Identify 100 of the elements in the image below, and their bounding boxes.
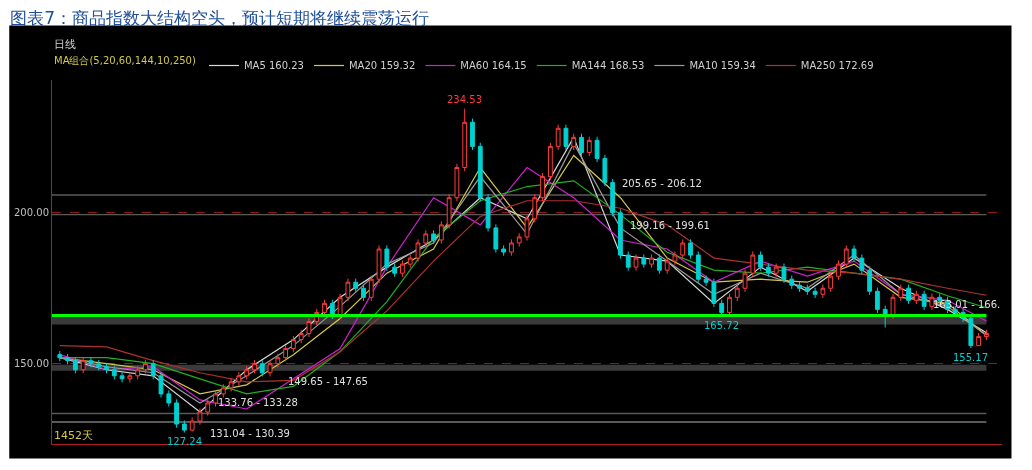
candlestick <box>586 136 592 157</box>
candlestick <box>890 293 896 320</box>
candlestick <box>244 365 250 380</box>
candlestick <box>625 250 631 272</box>
candlestick <box>477 142 483 202</box>
candlestick <box>150 359 156 380</box>
candlestick <box>758 250 764 272</box>
legend-label: MA250 172.69 <box>800 60 874 72</box>
candlestick <box>127 371 133 383</box>
candlestick <box>913 290 919 305</box>
candlestick <box>875 287 880 314</box>
candlestick <box>828 272 834 293</box>
candlestick <box>547 142 553 181</box>
candlestick <box>337 293 343 320</box>
candlestick <box>765 263 771 278</box>
candlestick <box>898 284 904 302</box>
candlestick <box>555 124 561 151</box>
chart-subtitle: 日线 <box>54 38 76 51</box>
candlestick <box>719 299 725 317</box>
candlestick <box>236 371 242 386</box>
candlestick <box>571 133 577 151</box>
legend-title: MA组合(5,20,60,144,10,250) <box>54 55 196 66</box>
candlestick <box>703 275 709 287</box>
candlestick <box>423 229 429 248</box>
candlestick <box>353 278 359 293</box>
candlestick <box>197 407 203 426</box>
candlestick <box>80 356 86 374</box>
candlestick <box>906 284 911 305</box>
candlestick <box>781 263 787 284</box>
candlestick <box>812 287 818 299</box>
candlestick <box>711 278 717 308</box>
candlestick <box>470 118 475 151</box>
candlestick <box>119 371 125 383</box>
y-tick-label: 200.00 <box>14 207 49 219</box>
candlestick <box>384 244 390 272</box>
candlestick <box>88 356 94 368</box>
candlestick <box>509 238 514 257</box>
candlestick <box>361 284 366 302</box>
legend-label: MA60 164.15 <box>460 60 527 72</box>
candlestick <box>275 353 281 368</box>
candlestick <box>859 253 865 275</box>
candlestick <box>602 154 608 187</box>
candlestick <box>181 419 187 433</box>
y-tick-label: 150.00 <box>14 358 49 370</box>
candlestick <box>189 416 195 433</box>
candlestick <box>968 314 974 349</box>
legend-label: MA20 159.32 <box>348 60 416 72</box>
candlestick <box>929 293 935 311</box>
band-label: 133.76 - 133.28 <box>218 397 298 408</box>
legend-label: MA10 159.34 <box>689 60 756 72</box>
legend-label: MA5 160.23 <box>243 60 304 72</box>
annotation: 155.17 <box>953 352 988 363</box>
candlestick <box>259 359 265 377</box>
candlestick <box>220 383 226 399</box>
candlestick <box>267 359 273 377</box>
legend-label: MA144 168.53 <box>571 60 645 72</box>
candlestick <box>524 214 530 242</box>
candlestick <box>111 365 117 380</box>
candlestick <box>485 193 491 233</box>
candlestick <box>594 136 600 163</box>
candlestick <box>610 178 616 217</box>
candlestick <box>727 293 732 317</box>
candlestick <box>400 259 405 278</box>
candlestick <box>680 238 686 260</box>
candlestick <box>65 353 70 365</box>
candlestick <box>843 244 849 269</box>
candlestick <box>516 232 522 248</box>
annotation: 234.53 <box>447 94 482 105</box>
candlestick <box>641 253 647 269</box>
candlestick <box>407 253 413 269</box>
candlestick <box>797 281 802 293</box>
candlestick <box>174 398 179 429</box>
candlestick <box>493 223 499 254</box>
candlestick <box>633 253 639 272</box>
candlestick <box>438 220 444 245</box>
candlestick <box>143 359 148 374</box>
candlestick <box>158 371 164 399</box>
candlestick <box>532 193 538 223</box>
candlestick <box>454 163 460 202</box>
candlestick <box>306 317 312 338</box>
candlestick <box>252 359 257 374</box>
candlestick <box>742 269 748 293</box>
candlestick <box>368 275 374 302</box>
candlestick <box>664 256 670 275</box>
band-label: 205.65 - 206.12 <box>622 178 702 189</box>
candlestick <box>104 362 109 374</box>
band-label: 131.04 - 130.39 <box>210 428 290 439</box>
candlestick <box>57 350 63 362</box>
candlestick <box>72 356 78 374</box>
candlestick <box>213 389 218 408</box>
candlestick <box>851 244 857 263</box>
candlestick <box>501 244 507 257</box>
candlestick <box>96 359 102 371</box>
candlestick <box>431 229 436 245</box>
candlestick <box>205 398 211 417</box>
candlestick <box>867 266 873 296</box>
candlestick <box>228 377 234 392</box>
annotation: 1452天 <box>54 429 93 442</box>
candlestick <box>415 238 421 263</box>
candlestick <box>135 365 141 380</box>
